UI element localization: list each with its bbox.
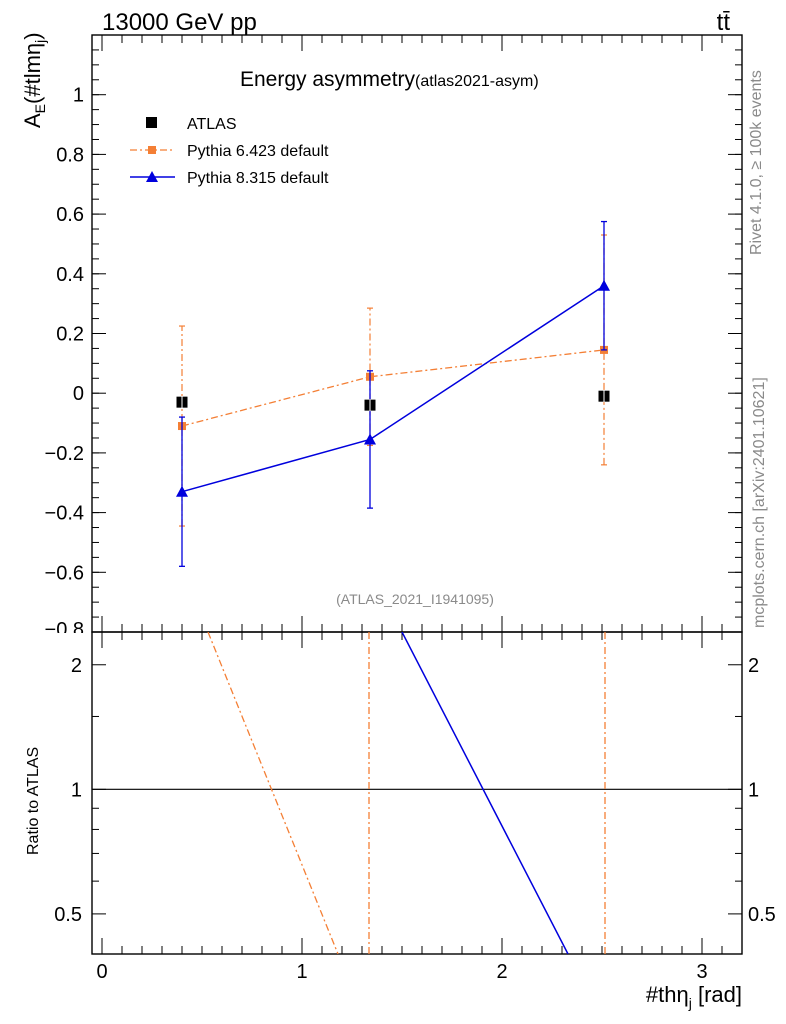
- main-x-axis-ticks: [101, 35, 723, 632]
- x-tick-label: 1: [296, 961, 307, 983]
- pythia8-line: [181, 285, 605, 493]
- x-axis-title: #thηj [rad]: [646, 982, 742, 1011]
- process-label: tt̄: [717, 9, 731, 36]
- ratio-y-tick-label-right: 0.5: [748, 904, 776, 926]
- ratio-y-tick-label: 0.5: [54, 904, 82, 926]
- ratio-plot-frame: [91, 631, 743, 955]
- pythia8-point: [176, 485, 188, 497]
- pythia8-point: [598, 279, 610, 291]
- ratio-y-tick-label: 1: [71, 779, 82, 801]
- ratio-pythia8-segment: [401, 632, 569, 954]
- legend-atlas-marker: [146, 117, 157, 128]
- main-y-axis-title: AE(#tlmηj): [20, 32, 48, 128]
- ratio-y-axis: 0.5 0.5 1 1 2 2: [54, 655, 776, 926]
- main-y-tick-label: 0.8: [56, 144, 84, 166]
- main-y-cut-label: −0.8: [45, 619, 84, 641]
- collision-label: 13000 GeV pp: [102, 9, 257, 36]
- legend-pythia8-label: Pythia 8.315 default: [187, 170, 329, 187]
- pythia6-line: [181, 349, 605, 427]
- pythia8-point: [364, 433, 376, 445]
- plot-title: Energy asymmetry(atlas2021-asym): [240, 68, 539, 91]
- ratio-pythia6-segment: [207, 632, 339, 954]
- ratio-y-tick-label-right: 1: [748, 779, 759, 801]
- ratio-y-tick-label: 2: [71, 655, 82, 677]
- main-y-tick-label: 0: [73, 383, 84, 405]
- legend-pythia6-marker: [148, 146, 156, 154]
- rivet-label: Rivet 4.1.0, ≥ 100k events: [748, 70, 765, 255]
- x-tick-label: 0: [96, 961, 107, 983]
- x-tick-label: 3: [696, 961, 707, 983]
- x-tick-label: 2: [496, 961, 507, 983]
- main-y-tick-label: 0.4: [56, 264, 84, 286]
- ratio-y-tick-label-right: 2: [748, 655, 759, 677]
- ratio-x-axis: 0 1 2 3: [96, 632, 723, 983]
- main-y-tick-label: 1: [73, 85, 84, 107]
- main-y-tick-label: −0.2: [45, 443, 84, 465]
- legend: ATLAS Pythia 6.423 default Pythia 8.315 …: [130, 116, 329, 187]
- ratio-y-axis-title: Ratio to ATLAS: [25, 747, 42, 855]
- main-y-tick-label: 0.2: [56, 324, 84, 346]
- analysis-label: (ATLAS_2021_I1941095): [336, 591, 494, 607]
- mcplots-label: mcplots.cern.ch [arXiv:2401.10621]: [751, 377, 768, 628]
- ratio-plot-data: [92, 632, 742, 954]
- legend-pythia6-label: Pythia 6.423 default: [187, 143, 329, 160]
- main-y-tick-label: 0.6: [56, 204, 84, 226]
- main-y-tick-label: −0.6: [45, 562, 84, 584]
- main-y-tick-label: −0.4: [45, 503, 84, 525]
- main-plot-data: [176, 220, 610, 567]
- legend-atlas-label: ATLAS: [187, 116, 237, 133]
- legend-pythia8-marker: [146, 171, 158, 182]
